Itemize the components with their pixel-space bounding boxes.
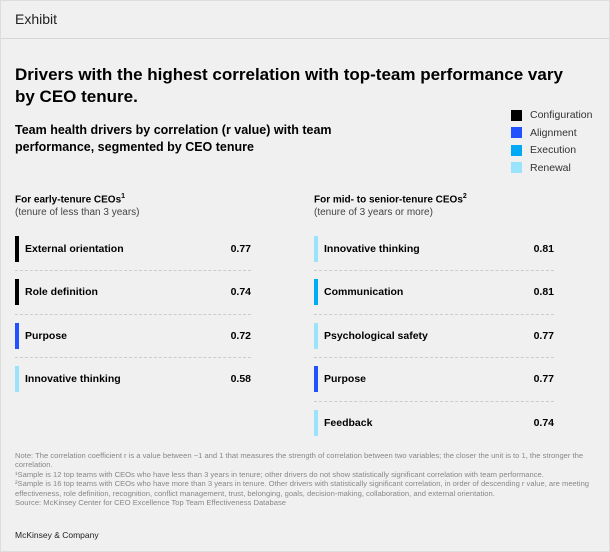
r-value: 0.77 xyxy=(533,373,554,385)
legend-swatch xyxy=(511,162,522,173)
table-row: Innovative thinking 0.58 xyxy=(15,358,251,401)
row-separator xyxy=(314,313,554,315)
r-value: 0.72 xyxy=(230,329,251,342)
legend-item-configuration: Configuration xyxy=(511,109,592,121)
legend-swatch xyxy=(511,109,522,121)
category-bar-configuration xyxy=(15,279,19,305)
category-bar-alignment xyxy=(15,322,19,349)
footnote-marker: 1 xyxy=(121,193,126,200)
category-bar-alignment xyxy=(314,366,318,392)
table-row: External orientation 0.77 xyxy=(15,227,251,270)
footnotes: Note: The correlation coefficient r is a… xyxy=(15,451,600,507)
panel-title: For early-tenure CEOs xyxy=(15,194,122,206)
row-separator xyxy=(314,400,554,402)
driver-label: Role definition xyxy=(25,286,98,298)
chart-subtitle: Team health drivers by correlation (r va… xyxy=(15,123,332,154)
panel-heading: For mid- to senior-tenure CEOs2 (tenure o… xyxy=(314,190,467,219)
category-bar-configuration xyxy=(15,235,19,262)
r-value: 0.81 xyxy=(533,286,554,298)
row-separator xyxy=(15,270,251,271)
legend-label: Execution xyxy=(530,144,577,156)
footnote-line: ²Sample is 16 top teams with CEOs who ha… xyxy=(15,479,590,498)
category-bar-renewal xyxy=(15,366,19,392)
row-separator xyxy=(314,270,554,271)
legend-item-execution: Execution xyxy=(511,144,576,156)
footnote-line: Note: The correlation coefficient r is a… xyxy=(15,451,584,470)
row-separator xyxy=(15,313,251,315)
legend-label: Alignment xyxy=(530,126,577,139)
r-value: 0.77 xyxy=(533,329,554,342)
panel-title: For mid- to senior-tenure CEOs xyxy=(314,194,463,206)
driver-label: Purpose xyxy=(25,329,68,342)
panel-subtitle: (tenure of 3 years or more) xyxy=(314,207,433,219)
table-row: Purpose 0.72 xyxy=(15,314,251,357)
r-value: 0.77 xyxy=(230,242,251,255)
footnote-line: Source: McKinsey Center for CEO Excellen… xyxy=(15,498,286,508)
header-divider xyxy=(1,38,609,39)
driver-label: Feedback xyxy=(324,416,373,429)
table-row: Communication 0.81 xyxy=(314,271,554,314)
r-value: 0.74 xyxy=(533,416,554,429)
table-row: Purpose 0.77 xyxy=(314,358,554,401)
category-bar-renewal xyxy=(314,409,318,436)
driver-label: Innovative thinking xyxy=(324,242,420,255)
r-value: 0.74 xyxy=(230,286,251,298)
legend-label: Renewal xyxy=(530,161,571,174)
driver-label: Innovative thinking xyxy=(25,373,121,385)
panel-subtitle: (tenure of less than 3 years) xyxy=(15,207,140,219)
row-separator xyxy=(314,357,554,358)
footnote-marker: 2 xyxy=(462,193,467,200)
panel-heading: For early-tenure CEOs1 (tenure of less th… xyxy=(15,190,140,219)
exhibit-label: Exhibit xyxy=(15,11,58,27)
legend-label: Configuration xyxy=(530,109,593,121)
driver-label: External orientation xyxy=(25,242,124,255)
chart-title: Drivers with the highest correlation wit… xyxy=(15,65,563,106)
legend-item-alignment: Alignment xyxy=(511,127,577,139)
table-row: Innovative thinking 0.81 xyxy=(314,227,554,270)
table-row: Psychological safety 0.77 xyxy=(314,314,554,357)
category-bar-renewal xyxy=(314,322,318,349)
legend-swatch xyxy=(511,127,522,138)
driver-label: Psychological safety xyxy=(324,329,428,342)
row-separator xyxy=(15,357,251,358)
table-row: Feedback 0.74 xyxy=(314,401,554,444)
legend-swatch xyxy=(511,144,522,156)
driver-label: Purpose xyxy=(324,373,367,385)
r-value: 0.81 xyxy=(533,242,554,255)
brand-footer: McKinsey & Company xyxy=(15,530,99,540)
r-value: 0.58 xyxy=(230,373,251,385)
category-bar-renewal xyxy=(314,235,318,262)
footnote-line: ¹Sample is 12 top teams with CEOs who ha… xyxy=(15,469,544,479)
table-row: Role definition 0.74 xyxy=(15,271,251,314)
category-bar-execution xyxy=(314,279,318,305)
driver-label: Communication xyxy=(324,286,404,298)
legend-item-renewal: Renewal xyxy=(511,162,571,174)
